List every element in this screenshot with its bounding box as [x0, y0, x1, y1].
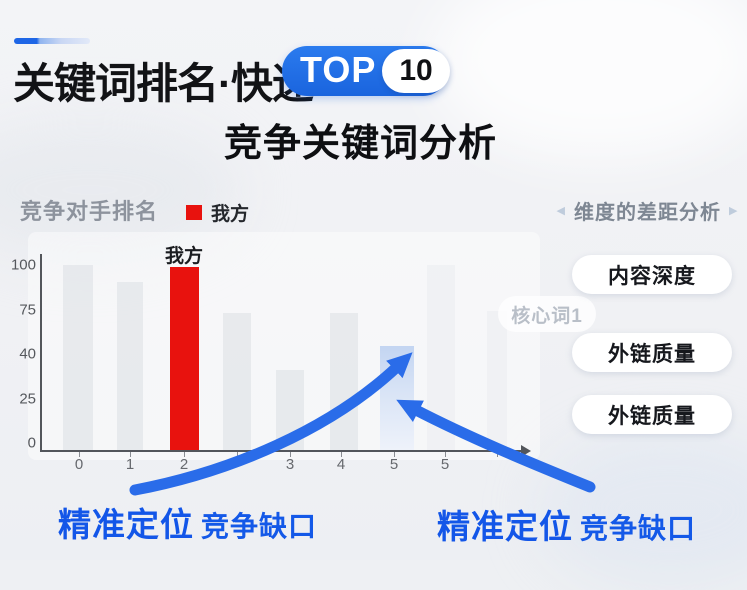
page-title: 关键词排名·快速: [13, 60, 314, 107]
core-word-ghost-tag: 核心词1: [498, 296, 596, 332]
callout-right-strong: 精准定位: [437, 508, 573, 545]
dimension-pill: 外链质量: [572, 395, 732, 434]
dimension-pill: 内容深度: [572, 255, 732, 294]
right-panel-header: ◀ 维度的差距分析 ▶: [548, 196, 747, 225]
chart-section-label: 竞争对手排名: [20, 199, 159, 224]
right-panel-title: 维度的差距分析: [574, 202, 721, 224]
chart-background-panel: [28, 232, 540, 460]
chevron-left-icon: ◀: [556, 205, 566, 217]
legend-swatch-our-side: [186, 205, 202, 220]
title-accent-bar: [14, 38, 90, 44]
callout-left: 精准定位 竞争缺口: [58, 498, 317, 546]
badge-number-pill: 10: [382, 49, 450, 93]
callout-right-rest: 竞争缺口: [580, 513, 697, 544]
chart-legend: 我方: [186, 199, 249, 226]
top10-badge: TOP 10: [282, 46, 450, 96]
badge-top-label: TOP: [300, 49, 377, 90]
chevron-right-icon: ▶: [729, 205, 739, 217]
legend-label: 我方: [211, 204, 250, 225]
infographic-root: 关键词排名·快速 TOP 10 竞争关键词分析 竞争对手排名 我方 ◀ 维度的差…: [0, 0, 747, 560]
callout-left-rest: 竞争缺口: [201, 511, 318, 542]
callout-right: 精准定位 竞争缺口: [437, 500, 696, 548]
dimension-pill: 外链质量: [572, 333, 732, 372]
page-subtitle: 竞争关键词分析: [224, 123, 498, 165]
badge-number: 10: [399, 54, 433, 87]
callout-left-strong: 精准定位: [58, 506, 194, 543]
